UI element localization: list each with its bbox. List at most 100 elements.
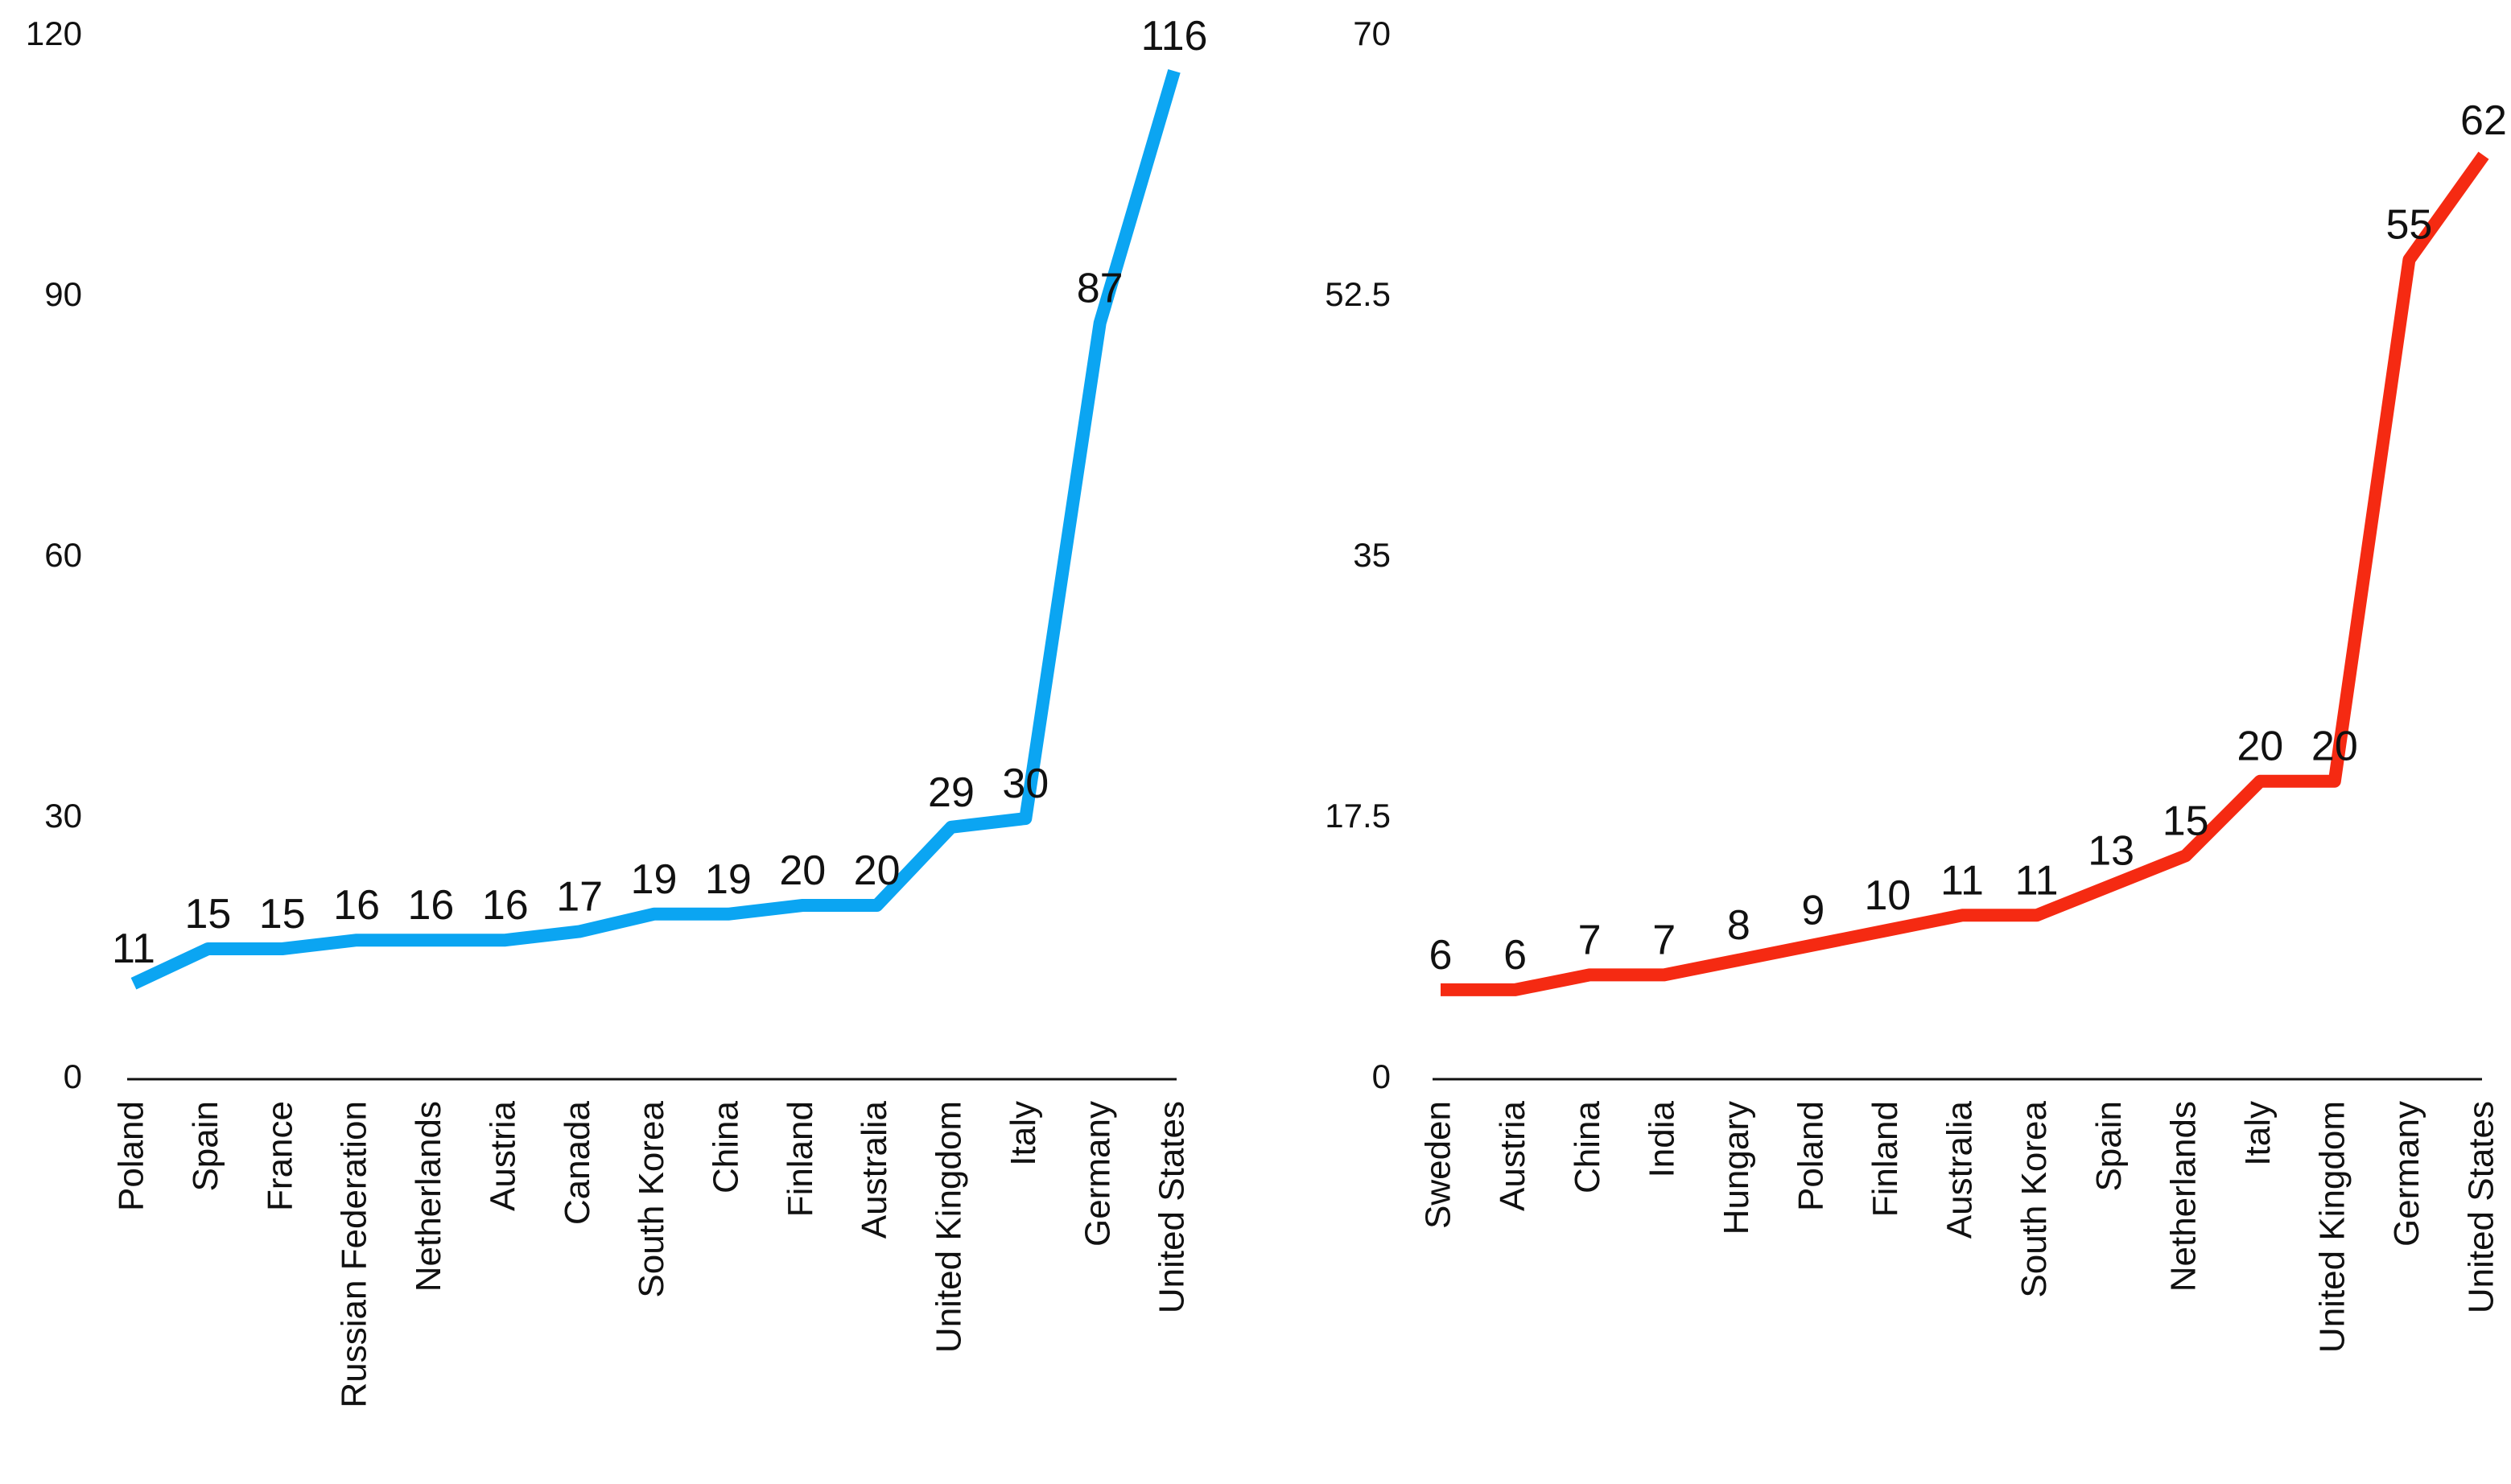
data-label: 20: [2237, 723, 2283, 770]
x-tick-label: Australia: [855, 1100, 894, 1239]
x-tick-label: Italy: [1004, 1101, 1043, 1166]
data-label: 7: [1652, 917, 1676, 963]
data-label: 8: [1727, 902, 1750, 949]
data-label: 16: [482, 882, 529, 929]
data-point: [276, 942, 289, 955]
y-tick-label: 70: [1353, 14, 1391, 52]
x-tick-label: Spain: [2089, 1101, 2129, 1192]
data-label: 9: [1801, 887, 1824, 934]
x-tick-label: Spain: [186, 1101, 225, 1192]
data-point: [2031, 909, 2043, 921]
data-point: [796, 899, 809, 912]
y-tick-label: 0: [64, 1057, 82, 1095]
data-label: 11: [2015, 857, 2059, 904]
data-label: 19: [705, 856, 752, 903]
data-label: 116: [1141, 13, 1208, 60]
data-point: [2179, 849, 2192, 862]
data-point: [424, 934, 437, 946]
x-tick-label: France: [260, 1101, 299, 1211]
data-point: [1881, 924, 1894, 937]
data-point: [201, 942, 214, 955]
y-tick-label: 35: [1353, 536, 1391, 574]
x-tick-label: Finland: [1866, 1101, 1905, 1217]
y-tick-label: 90: [44, 275, 82, 313]
data-label: 16: [333, 882, 380, 929]
series-line: [1441, 151, 2489, 996]
x-tick-label: South Korea: [632, 1100, 671, 1297]
x-tick-label: Hungary: [1717, 1101, 1756, 1235]
x-tick-label: Sweden: [1419, 1101, 1458, 1229]
data-label: 10: [1864, 872, 1911, 919]
data-point: [2477, 149, 2490, 162]
data-point: [2253, 775, 2266, 788]
data-point: [573, 925, 586, 938]
x-tick-label: Finland: [781, 1101, 820, 1217]
data-point: [1583, 968, 1596, 981]
data-label: 15: [2163, 798, 2209, 844]
data-label: 6: [1429, 932, 1453, 979]
y-tick-label: 120: [26, 14, 82, 52]
data-label: 16: [408, 882, 455, 929]
data-label: 19: [631, 856, 678, 903]
x-tick-label: Poland: [1791, 1101, 1830, 1211]
series-line: [130, 68, 1181, 990]
data-label: 20: [854, 847, 901, 894]
y-tick-label: 30: [44, 797, 82, 835]
data-point: [1807, 938, 1820, 951]
data-point: [2328, 775, 2341, 788]
data-label: 17: [556, 873, 603, 920]
data-label: 62: [2460, 97, 2507, 144]
data-point: [1509, 983, 1522, 996]
data-label: 15: [184, 891, 231, 938]
data-point: [1094, 316, 1107, 329]
data-label: 29: [928, 769, 975, 816]
data-point: [350, 934, 363, 946]
data-label: 13: [2088, 827, 2134, 874]
data-point: [871, 899, 884, 912]
y-tick-label: 52.5: [1325, 275, 1391, 313]
data-label: 87: [1077, 265, 1124, 311]
x-tick-label: Austria: [483, 1100, 522, 1210]
x-tick-label: China: [1568, 1100, 1607, 1193]
x-tick-label: Austria: [1493, 1100, 1532, 1210]
data-point: [1019, 812, 1032, 825]
x-tick-label: India: [1642, 1100, 1681, 1177]
x-tick-label: Italy: [2238, 1101, 2278, 1166]
y-tick-label: 0: [1372, 1057, 1391, 1095]
x-tick-label: Netherlands: [409, 1101, 448, 1292]
x-tick-label: United States: [1152, 1101, 1192, 1313]
chart-panel-1: 0 30 60 90 120 Poland Spain France Russian Feder…: [26, 13, 1208, 1408]
x-tick-label: United States: [2462, 1101, 2501, 1313]
data-point: [2402, 254, 2415, 266]
data-point: [1434, 983, 1447, 996]
data-label: 7: [1578, 917, 1602, 963]
x-tick-label: Germany: [1078, 1101, 1117, 1247]
x-tick-label: United Kingdom: [930, 1101, 969, 1353]
data-point: [1732, 954, 1745, 967]
x-tick-label: South Korea: [2014, 1100, 2054, 1297]
y-tick-label: 60: [44, 536, 82, 574]
data-label: 15: [259, 891, 306, 938]
x-tick-label: Russian Federation: [335, 1101, 374, 1408]
x-tick-label: Germany: [2387, 1101, 2426, 1247]
data-label: 30: [1002, 761, 1049, 807]
data-point: [499, 934, 512, 946]
data-label: 11: [112, 925, 155, 972]
data-point: [1956, 909, 1969, 921]
data-label: 11: [1940, 857, 1984, 904]
data-label: 20: [2311, 723, 2358, 770]
data-point: [1168, 64, 1181, 77]
data-point: [2105, 879, 2117, 892]
x-tick-label: Poland: [112, 1101, 151, 1211]
x-tick-label: United Kingdom: [2312, 1101, 2352, 1353]
data-label: 6: [1503, 932, 1527, 979]
data-label: 55: [2385, 202, 2432, 249]
x-tick-label: Netherlands: [2163, 1101, 2203, 1292]
x-tick-label: China: [707, 1100, 746, 1193]
data-point: [722, 908, 735, 921]
x-tick-label: Canada: [558, 1100, 597, 1225]
x-tick-label: Australia: [1940, 1100, 1980, 1239]
y-tick-label: 17.5: [1325, 797, 1391, 835]
